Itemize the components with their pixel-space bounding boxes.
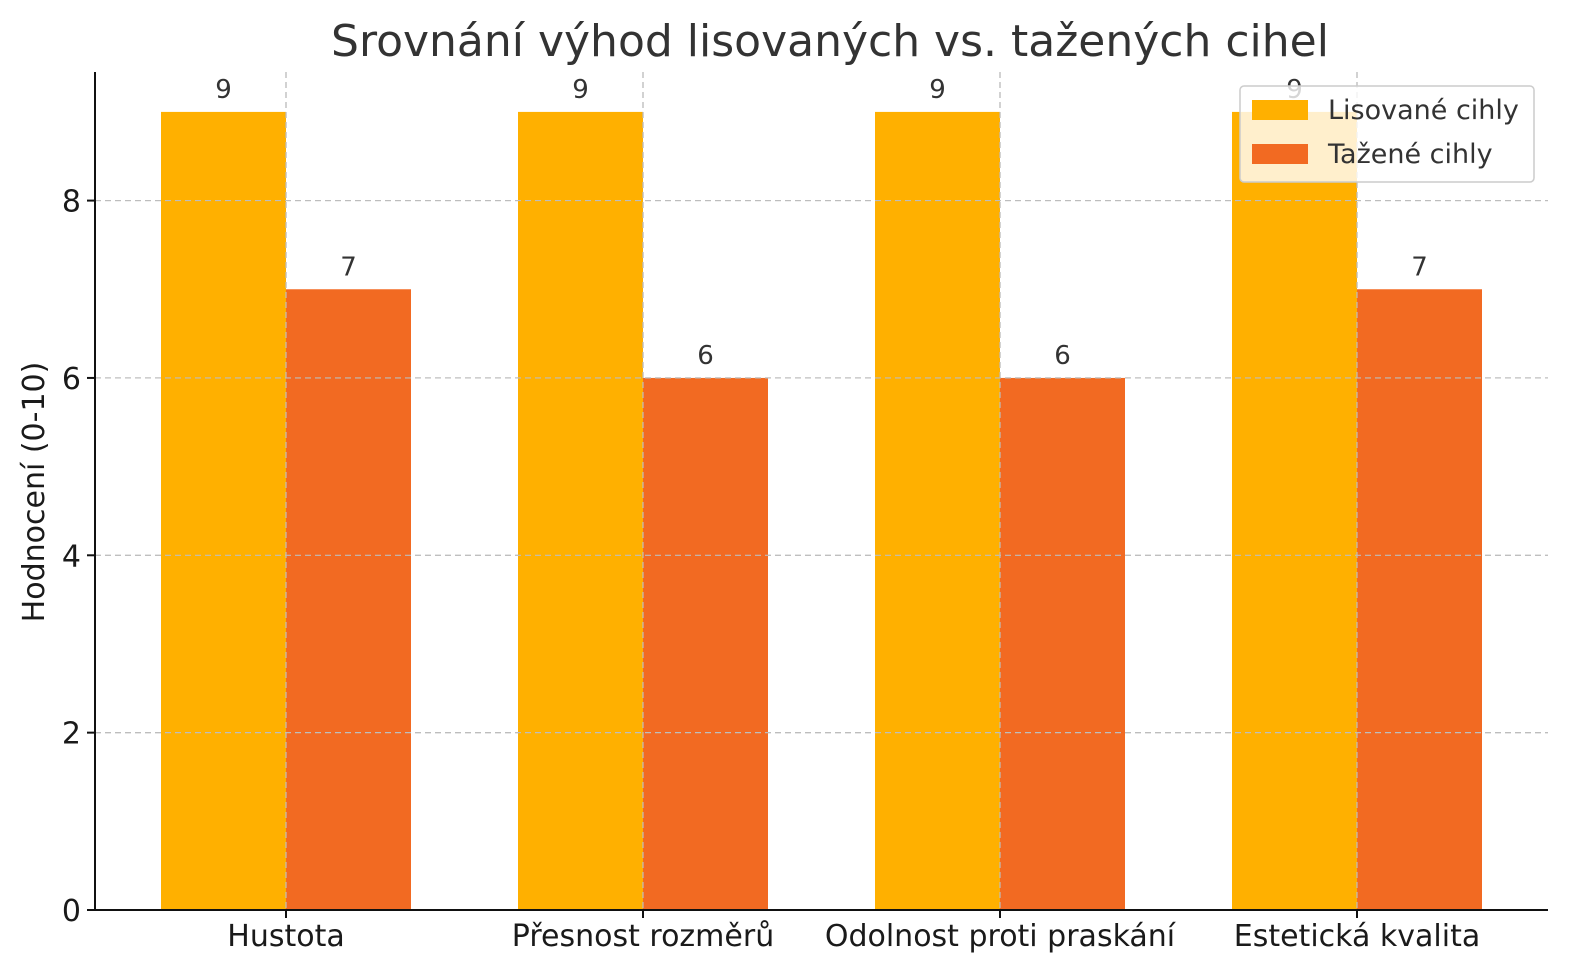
bar-value-label: 6	[1054, 341, 1071, 371]
bar-lisovane-0	[161, 111, 286, 910]
y-tick-label: 0	[62, 894, 81, 929]
bar-value-label: 9	[929, 75, 946, 105]
bars	[161, 111, 1482, 910]
legend-box	[1239, 85, 1535, 183]
bar-tazene-1	[643, 377, 768, 910]
tick-labels: 0 2 4 6 8 Hustota Přesnost rozměrů Odolnost pro…	[62, 185, 1480, 954]
bar-tazene-0	[286, 289, 411, 910]
bar-tazene-2	[1000, 377, 1125, 910]
y-tick-label: 4	[62, 539, 81, 574]
bar-value-label: 7	[1411, 252, 1428, 282]
x-tick-label: Odolnost proti praskání	[825, 919, 1177, 954]
legend-swatch-0	[1252, 100, 1308, 120]
legend-swatch-1	[1252, 144, 1308, 164]
bar-value-label: 6	[697, 341, 714, 371]
x-tick-label: Estetická kvalita	[1234, 919, 1481, 954]
bar-lisovane-3	[1232, 111, 1357, 910]
grid-lines-overlay	[95, 72, 1548, 910]
x-tick-label: Přesnost rozměrů	[512, 919, 774, 954]
axes	[87, 72, 1548, 918]
bar-tazene-3	[1357, 289, 1482, 910]
y-axis-label: Hodnocení (0-10)	[17, 362, 52, 623]
bar-value-label: 9	[215, 75, 232, 105]
legend[interactable]: Lisované cihly Tažené cihly	[1239, 85, 1535, 183]
chart-title: Srovnání výhod lisovaných vs. tažených c…	[331, 16, 1329, 67]
y-tick-label: 2	[62, 717, 81, 752]
bar-value-label: 9	[572, 75, 589, 105]
y-tick-label: 8	[62, 185, 81, 220]
y-tick-label: 6	[62, 362, 81, 397]
legend-label-0: Lisované cihly	[1328, 95, 1519, 126]
bar-lisovane-1	[518, 111, 643, 910]
bar-lisovane-2	[875, 111, 1000, 910]
x-tick-label: Hustota	[227, 919, 344, 954]
bar-value-label: 7	[340, 252, 357, 282]
legend-label-1: Tažené cihly	[1327, 139, 1493, 170]
